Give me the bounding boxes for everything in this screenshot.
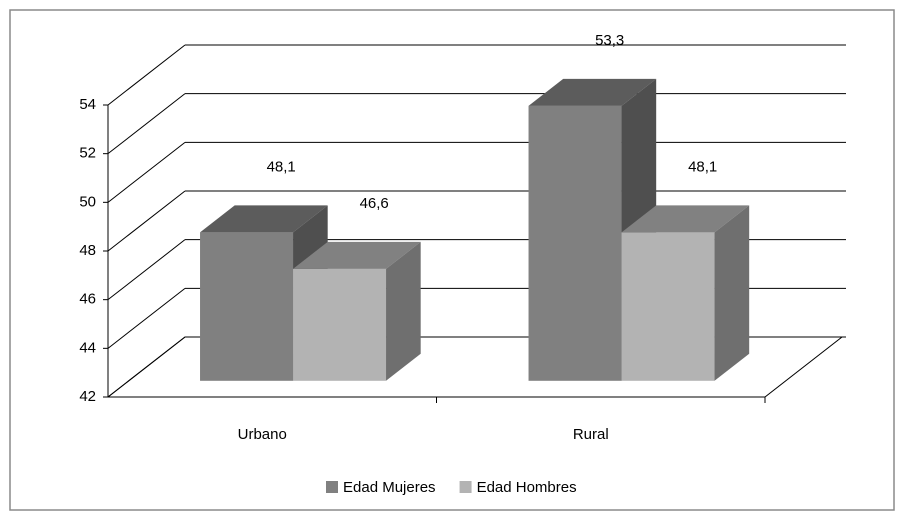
x-tick-label: Urbano bbox=[238, 426, 287, 443]
grid-diagonal bbox=[107, 44, 186, 106]
y-tick-label: 50 bbox=[79, 193, 96, 210]
bar bbox=[528, 105, 622, 381]
bar-side bbox=[386, 241, 421, 381]
y-tick-label: 42 bbox=[79, 388, 96, 405]
value-label: 46,6 bbox=[360, 195, 389, 212]
y-tick-label: 54 bbox=[79, 96, 96, 113]
bar-side bbox=[714, 205, 750, 381]
legend-swatch bbox=[326, 481, 338, 493]
chart-frame bbox=[9, 9, 895, 511]
bar bbox=[200, 232, 294, 381]
value-label: 48,1 bbox=[688, 158, 717, 175]
grid-diagonal bbox=[107, 239, 186, 301]
legend-label: Edad Mujeres bbox=[343, 479, 436, 496]
grid-diagonal bbox=[107, 336, 186, 398]
bar-top bbox=[293, 241, 421, 269]
y-tick-label: 46 bbox=[79, 291, 96, 308]
grid-diagonal bbox=[107, 287, 186, 349]
y-tick-label: 48 bbox=[79, 242, 96, 259]
bar-top bbox=[621, 205, 750, 233]
y-tick-label: 44 bbox=[79, 339, 96, 356]
grid-diagonal bbox=[107, 190, 186, 252]
value-label: 48,1 bbox=[267, 158, 296, 175]
bar bbox=[293, 268, 387, 381]
grid-diagonal bbox=[107, 141, 186, 203]
bar bbox=[621, 232, 715, 381]
x-tick-label: Rural bbox=[573, 426, 609, 443]
legend-swatch bbox=[459, 481, 472, 493]
y-tick-label: 52 bbox=[79, 145, 96, 162]
bar-top bbox=[528, 78, 657, 106]
grid-diagonal bbox=[107, 93, 186, 155]
bar-top bbox=[200, 205, 328, 233]
legend-label: Edad Hombres bbox=[477, 479, 577, 496]
value-label: 53,3 bbox=[595, 32, 624, 49]
